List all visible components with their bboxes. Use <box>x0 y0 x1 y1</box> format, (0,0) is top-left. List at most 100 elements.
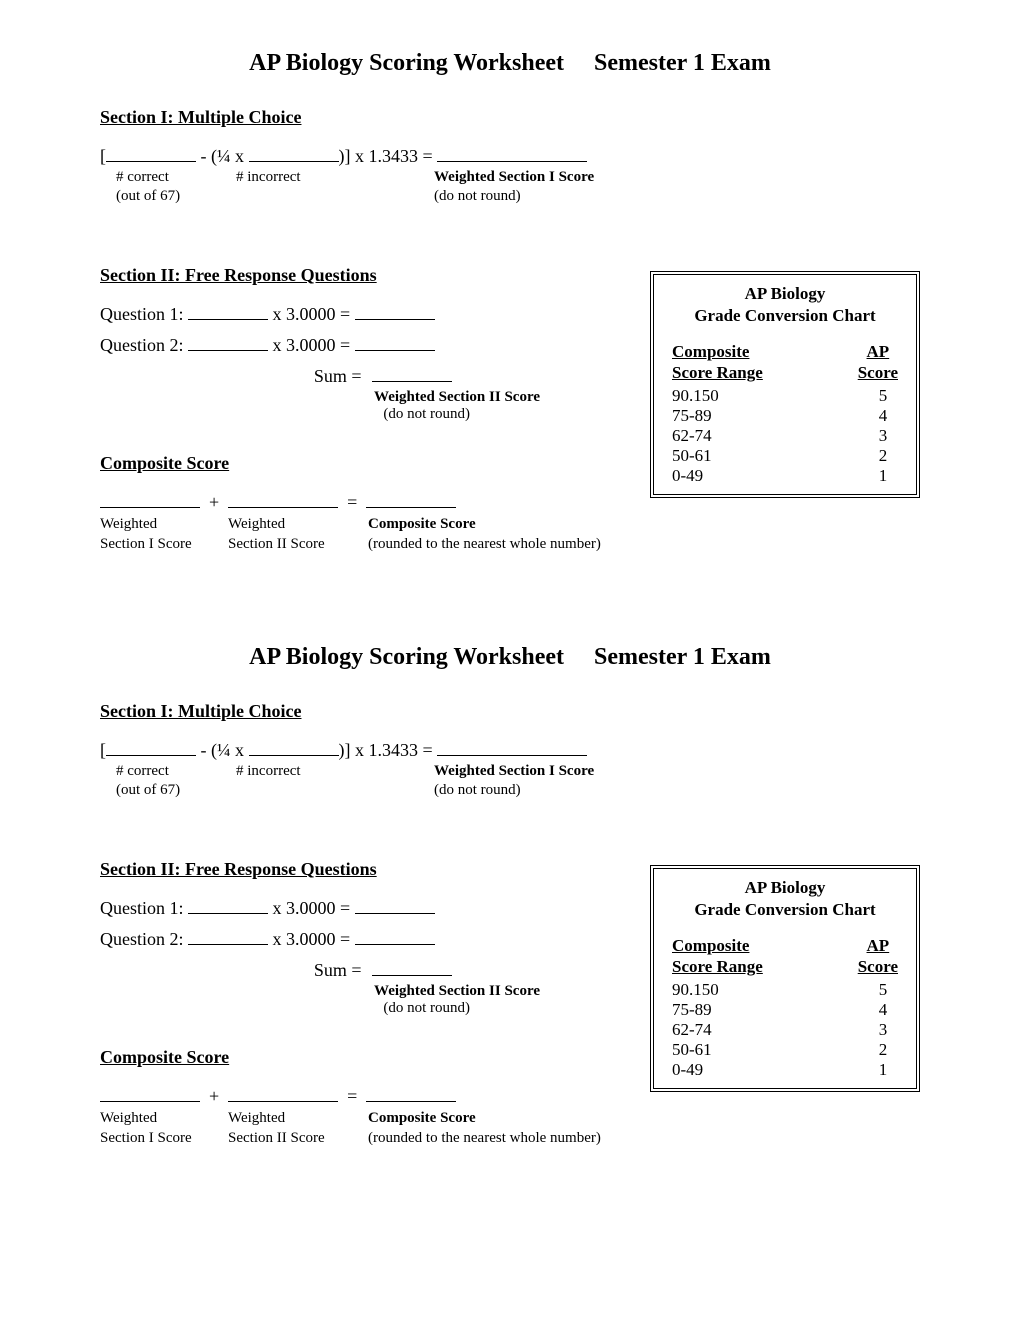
blank-q2-result[interactable] <box>355 350 435 351</box>
chart-row: 50-61 2 <box>672 446 898 466</box>
penalty-fraction: ¼ <box>217 740 231 760</box>
weighted-s1-note: (do not round) <box>434 188 521 205</box>
blank-comp-result[interactable] <box>366 507 456 508</box>
blank-q1[interactable] <box>188 913 268 914</box>
section-2-heading: Section II: Free Response Questions <box>100 265 610 286</box>
q2-label: Question 2: <box>100 929 184 949</box>
comp-s2-l1: Weighted <box>228 1110 285 1126</box>
score-1: 4 <box>868 1000 898 1020</box>
incorrect-label: # incorrect <box>236 763 434 780</box>
blank-comp-s1[interactable] <box>100 1101 200 1102</box>
conversion-chart: AP Biology Grade Conversion Chart Compos… <box>650 865 920 1092</box>
chart-col1-l1: Composite <box>672 342 749 361</box>
comp-s2-l1: Weighted <box>228 516 285 532</box>
section-2-row: Section II: Free Response Questions Ques… <box>100 859 920 1148</box>
blank-q2[interactable] <box>188 944 268 945</box>
chart-row: 0-491 <box>672 466 898 486</box>
range-3: 50-61 <box>672 1040 712 1060</box>
section-2-heading: Section II: Free Response Questions <box>100 859 610 880</box>
chart-row: 0-491 <box>672 1060 898 1080</box>
comp-s1-l1: Weighted <box>100 1110 157 1126</box>
blank-weighted-s1[interactable] <box>437 161 587 162</box>
sum-label: Sum = <box>314 366 362 386</box>
sum-line: Sum = <box>100 960 610 981</box>
chart-col2-l1: AP <box>867 936 890 955</box>
blank-comp-result[interactable] <box>366 1101 456 1102</box>
range-0: 90.150 <box>672 980 719 1000</box>
section-1-sublabels: # correct # incorrect Weighted Section I… <box>100 169 920 186</box>
incorrect-label: # incorrect <box>236 169 434 186</box>
section-2-row: Section II: Free Response Questions Ques… <box>100 265 920 554</box>
blank-q1[interactable] <box>188 319 268 320</box>
score-3: 2 <box>868 446 898 466</box>
chart-row: 62-74 3 <box>672 1020 898 1040</box>
section-2: Section II: Free Response Questions Ques… <box>100 265 610 554</box>
section-1-heading: Section I: Multiple Choice <box>100 107 920 128</box>
composite-formula: + = <box>100 492 610 513</box>
sum-line: Sum = <box>100 366 610 387</box>
range-1: 75-89 <box>672 406 712 426</box>
section-1-sublabels: # correct # incorrect Weighted Section I… <box>100 763 920 780</box>
comp-result-note: (rounded to the nearest whole number) <box>368 536 601 552</box>
blank-comp-s2[interactable] <box>228 1101 338 1102</box>
blank-weighted-s1[interactable] <box>437 755 587 756</box>
section-1-sublabels-2: (out of 67) (do not round) <box>100 188 920 205</box>
chart-row: 90.1505 <box>672 980 898 1000</box>
page-title: AP Biology Scoring Worksheet Semester 1 … <box>100 644 920 671</box>
blank-incorrect[interactable] <box>249 755 339 756</box>
correct-note: (out of 67) <box>116 188 434 205</box>
section-1-heading: Section I: Multiple Choice <box>100 701 920 722</box>
chart-title-l2: Grade Conversion Chart <box>694 900 875 919</box>
comp-s1-l1: Weighted <box>100 516 157 532</box>
chart-title: AP Biology Grade Conversion Chart <box>672 877 898 921</box>
multiplier-value: 1.3433 <box>369 146 419 166</box>
blank-q2-result[interactable] <box>355 944 435 945</box>
composite-formula: + = <box>100 1086 610 1107</box>
weighted-s1-label: Weighted Section I Score <box>434 169 594 186</box>
composite-section: Composite Score + = Weighted Section I S… <box>100 1047 610 1148</box>
sum-label: Sum = <box>314 960 362 980</box>
weighted-s2-label-row: Weighted Section II Score <box>100 389 610 406</box>
penalty-fraction: ¼ <box>217 146 231 166</box>
blank-correct[interactable] <box>106 161 196 162</box>
comp-s2-l2: Section II Score <box>228 1130 325 1146</box>
blank-comp-s1[interactable] <box>100 507 200 508</box>
range-3: 50-61 <box>672 446 712 466</box>
weighted-s2-label: Weighted Section II Score <box>374 983 540 1000</box>
q2-mult: 3.0000 <box>286 929 336 949</box>
blank-q1-result[interactable] <box>355 319 435 320</box>
blank-correct[interactable] <box>106 755 196 756</box>
weighted-s1-note: (do not round) <box>434 782 521 799</box>
blank-comp-s2[interactable] <box>228 507 338 508</box>
multiplier-value: 1.3433 <box>369 740 419 760</box>
section-1: Section I: Multiple Choice [ - (¼ x )] x… <box>100 107 920 205</box>
blank-sum[interactable] <box>372 975 452 976</box>
question-2-line: Question 2: x 3.0000 = <box>100 335 610 356</box>
question-1-line: Question 1: x 3.0000 = <box>100 304 610 325</box>
blank-q2[interactable] <box>188 350 268 351</box>
chart-col1-l1: Composite <box>672 936 749 955</box>
comp-s1-l2: Section I Score <box>100 536 192 552</box>
score-4: 1 <box>868 1060 898 1080</box>
weighted-s2-note: (do not round) <box>100 406 610 423</box>
score-2: 3 <box>868 1020 898 1040</box>
blank-sum[interactable] <box>372 381 452 382</box>
composite-sublabels: Weighted Section I Score Weighted Sectio… <box>100 515 610 554</box>
section-1-sublabels-2: (out of 67) (do not round) <box>100 782 920 799</box>
question-2-line: Question 2: x 3.0000 = <box>100 929 610 950</box>
range-2: 62-74 <box>672 1020 712 1040</box>
chart-title-l1: AP Biology <box>745 878 826 897</box>
blank-incorrect[interactable] <box>249 161 339 162</box>
page-title: AP Biology Scoring Worksheet Semester 1 … <box>100 50 920 77</box>
chart-title-l2: Grade Conversion Chart <box>694 306 875 325</box>
score-2: 3 <box>868 426 898 446</box>
chart-title-l1: AP Biology <box>745 284 826 303</box>
chart-row: 62-743 <box>672 426 898 446</box>
composite-sublabels: Weighted Section I Score Weighted Sectio… <box>100 1109 610 1148</box>
composite-section: Composite Score + = Weighted Section I S… <box>100 453 610 554</box>
worksheet-1: AP Biology Scoring Worksheet Semester 1 … <box>100 50 920 554</box>
blank-q1-result[interactable] <box>355 913 435 914</box>
comp-s1-l2: Section I Score <box>100 1130 192 1146</box>
chart-col1-l2: Score Range <box>672 363 763 382</box>
section-1-formula: [ - (¼ x )] x 1.3433 = <box>100 146 920 167</box>
